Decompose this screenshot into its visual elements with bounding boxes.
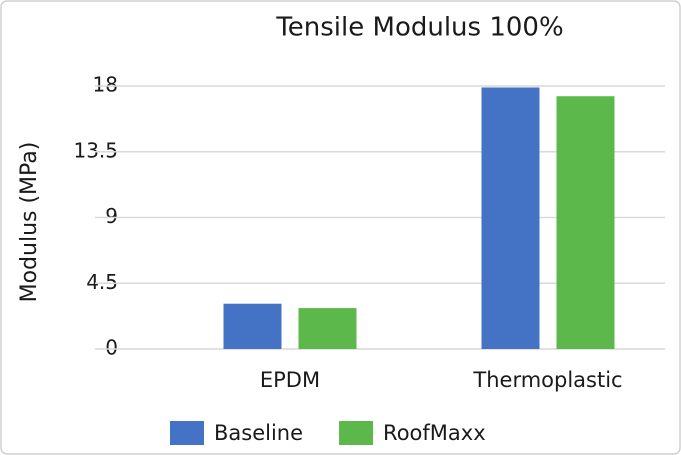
- y-tick-label: 9: [105, 204, 118, 228]
- chart-title: Tensile Modulus 100%: [275, 13, 563, 43]
- bar: [481, 87, 540, 349]
- y-tick-label: 0: [105, 336, 118, 360]
- bar: [298, 308, 357, 349]
- legend-swatch: [170, 421, 204, 445]
- legend-label: RoofMaxx: [383, 421, 486, 445]
- x-tick-label: Thermoplastic: [472, 368, 622, 392]
- x-tick-label: EPDM: [260, 368, 320, 392]
- legend-label: Baseline: [214, 421, 303, 445]
- legend-swatch: [339, 421, 374, 445]
- y-axis-label: Modulus (MPa): [17, 142, 42, 303]
- bar: [556, 96, 615, 349]
- y-tick-label: 4.5: [86, 270, 118, 294]
- bar: [223, 303, 282, 349]
- y-tick-label: 13.5: [73, 138, 118, 162]
- y-tick-label: 18: [93, 73, 118, 97]
